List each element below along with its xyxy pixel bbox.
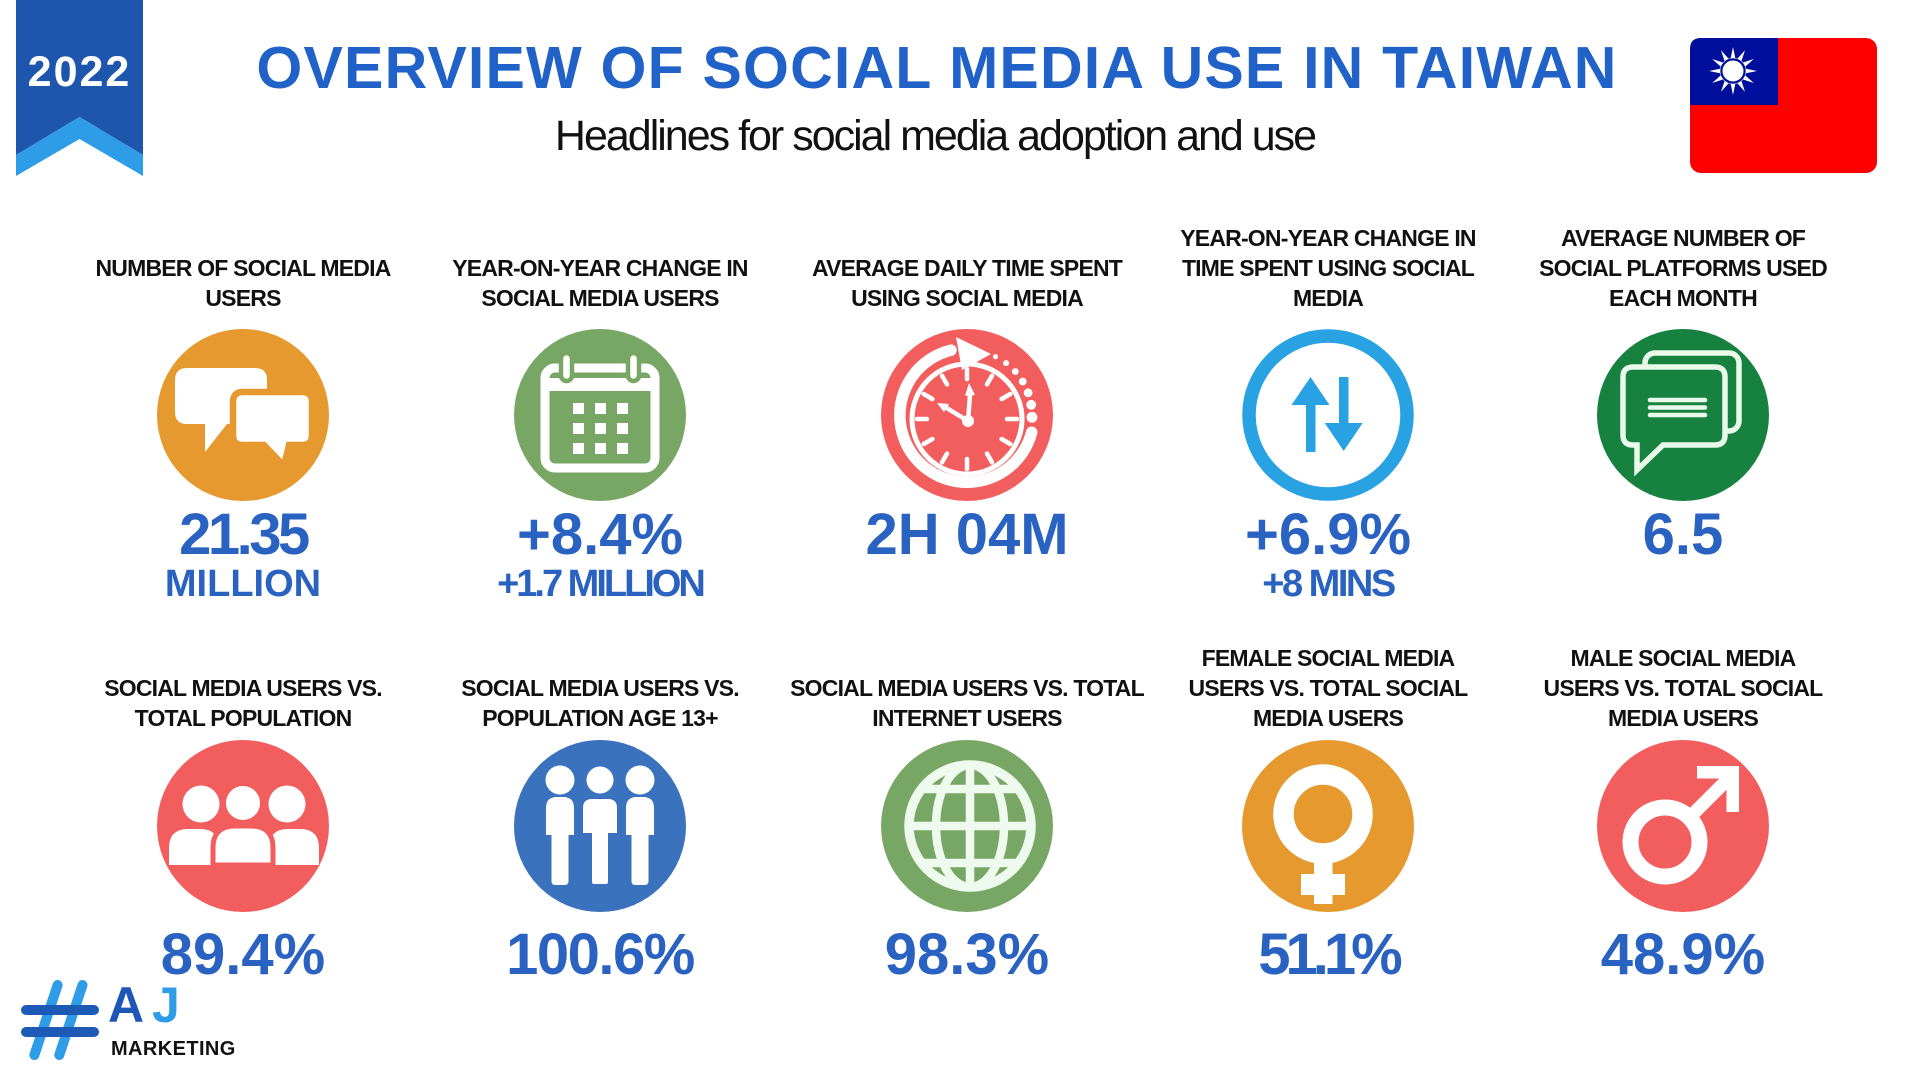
svg-text:2022: 2022 bbox=[28, 48, 132, 96]
svg-text:J: J bbox=[152, 977, 180, 1033]
svg-text:A: A bbox=[108, 977, 144, 1033]
svg-text:MARKETING: MARKETING bbox=[111, 1038, 236, 1060]
